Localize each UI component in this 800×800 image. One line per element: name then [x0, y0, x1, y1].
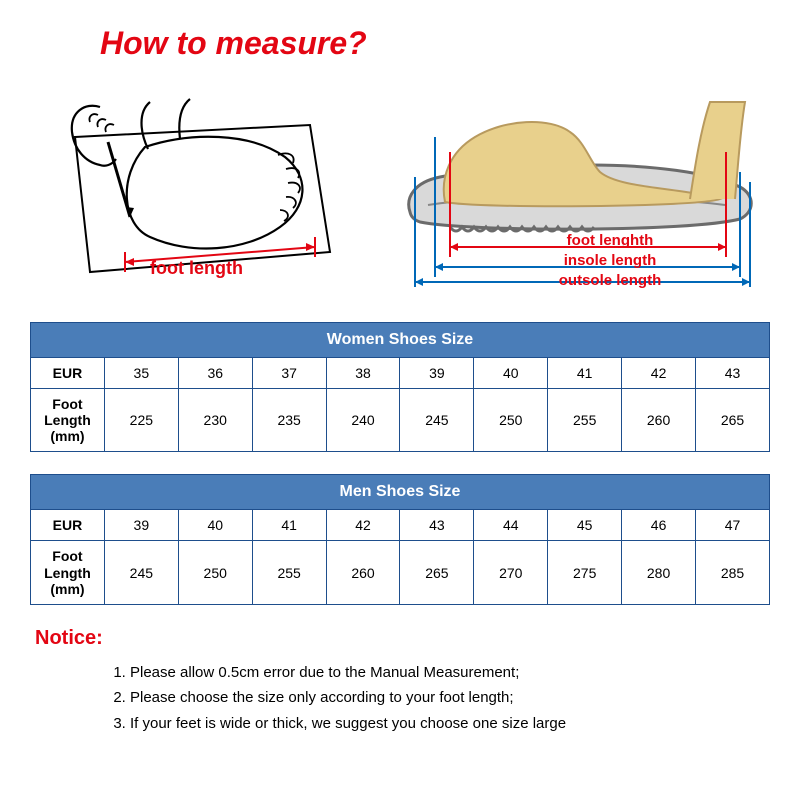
cell: 36 [178, 358, 252, 389]
men-size-table: Men Shoes Size EUR 39 40 41 42 43 44 45 … [30, 474, 770, 604]
notice-item: If your feet is wide or thick, we sugges… [130, 711, 770, 737]
cell: 240 [326, 389, 400, 452]
women-size-table: Women Shoes Size EUR 35 36 37 38 39 40 4… [30, 322, 770, 452]
row-label: EUR [31, 358, 105, 389]
row-label: Foot Length (mm) [31, 389, 105, 452]
cell: 37 [252, 358, 326, 389]
insole-length-label: insole length [510, 252, 710, 269]
cell: 260 [622, 389, 696, 452]
cell: 225 [104, 389, 178, 452]
notice-list: Please allow 0.5cm error due to the Manu… [130, 660, 770, 737]
table-row: Foot Length (mm) 225 230 235 240 245 250… [31, 389, 770, 452]
cell: 235 [252, 389, 326, 452]
cell: 38 [326, 358, 400, 389]
cell: 245 [400, 389, 474, 452]
cell: 230 [178, 389, 252, 452]
cell: 40 [474, 358, 548, 389]
cell: 46 [622, 510, 696, 541]
cell: 255 [548, 389, 622, 452]
cell: 45 [548, 510, 622, 541]
cell: 260 [326, 541, 400, 604]
foot-lenghth-label: foot lenghth [510, 232, 710, 249]
cell: 42 [326, 510, 400, 541]
cell: 39 [104, 510, 178, 541]
cell: 43 [696, 358, 770, 389]
outsole-length-label: outsole length [510, 272, 710, 289]
women-table-title: Women Shoes Size [31, 323, 770, 358]
cell: 250 [178, 541, 252, 604]
notice-item: Please choose the size only according to… [130, 685, 770, 711]
notice-title: Notice: [35, 627, 770, 650]
table-row: EUR 39 40 41 42 43 44 45 46 47 [31, 510, 770, 541]
cell: 280 [622, 541, 696, 604]
cell: 270 [474, 541, 548, 604]
cell: 245 [104, 541, 178, 604]
row-label: Foot Length (mm) [31, 541, 105, 604]
cell: 265 [696, 389, 770, 452]
cell: 275 [548, 541, 622, 604]
cell: 35 [104, 358, 178, 389]
cell: 47 [696, 510, 770, 541]
diagram-row: foot length [30, 77, 770, 297]
cell: 255 [252, 541, 326, 604]
cell: 39 [400, 358, 474, 389]
row-label: EUR [31, 510, 105, 541]
diagram-trace-foot: foot length [30, 77, 360, 287]
cell: 43 [400, 510, 474, 541]
cell: 41 [548, 358, 622, 389]
cell: 41 [252, 510, 326, 541]
table-row: Foot Length (mm) 245 250 255 260 265 270… [31, 541, 770, 604]
table-row: EUR 35 36 37 38 39 40 41 42 43 [31, 358, 770, 389]
cell: 40 [178, 510, 252, 541]
diagram-shoe-section: foot lenghth insole length outsole lengt… [390, 77, 760, 297]
cell: 42 [622, 358, 696, 389]
page-title: How to measure? [100, 25, 770, 62]
foot-length-label: foot length [150, 258, 243, 279]
cell: 265 [400, 541, 474, 604]
cell: 44 [474, 510, 548, 541]
cell: 250 [474, 389, 548, 452]
men-table-title: Men Shoes Size [31, 475, 770, 510]
cell: 285 [696, 541, 770, 604]
notice-item: Please allow 0.5cm error due to the Manu… [130, 660, 770, 686]
